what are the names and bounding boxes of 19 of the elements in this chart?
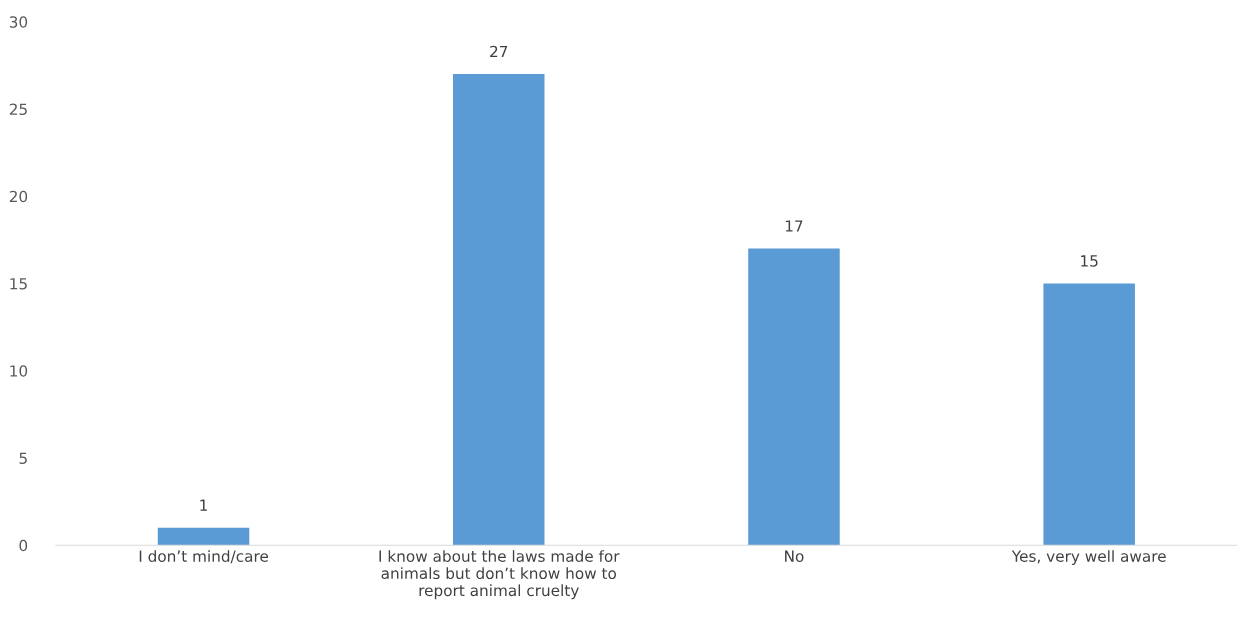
x-tick-label: Yes, very well aware [1011, 550, 1166, 565]
y-tick-label: 10 [10, 365, 28, 377]
y-tick-label: 15 [10, 278, 27, 290]
y-tick-label: 20 [9, 190, 28, 203]
y-tick-label: 5 [19, 452, 27, 465]
bar [748, 248, 840, 546]
x-tick-label: No [785, 550, 804, 562]
data-label: 1 [200, 499, 207, 511]
bar [453, 74, 545, 546]
bar [1043, 283, 1135, 546]
x-tick-label: I know about the laws made for animals but don’t know how to report animal cruelty [379, 550, 620, 600]
data-label: 15 [1081, 255, 1098, 267]
y-tick-label: 25 [9, 103, 27, 116]
y-tick-label: 30 [9, 16, 28, 28]
bar [157, 527, 250, 546]
data-label: 17 [785, 220, 803, 232]
x-tick-label: I don’t mind/care [139, 550, 268, 564]
data-label: 27 [490, 45, 508, 58]
y-tick-label: 0 [19, 539, 28, 552]
